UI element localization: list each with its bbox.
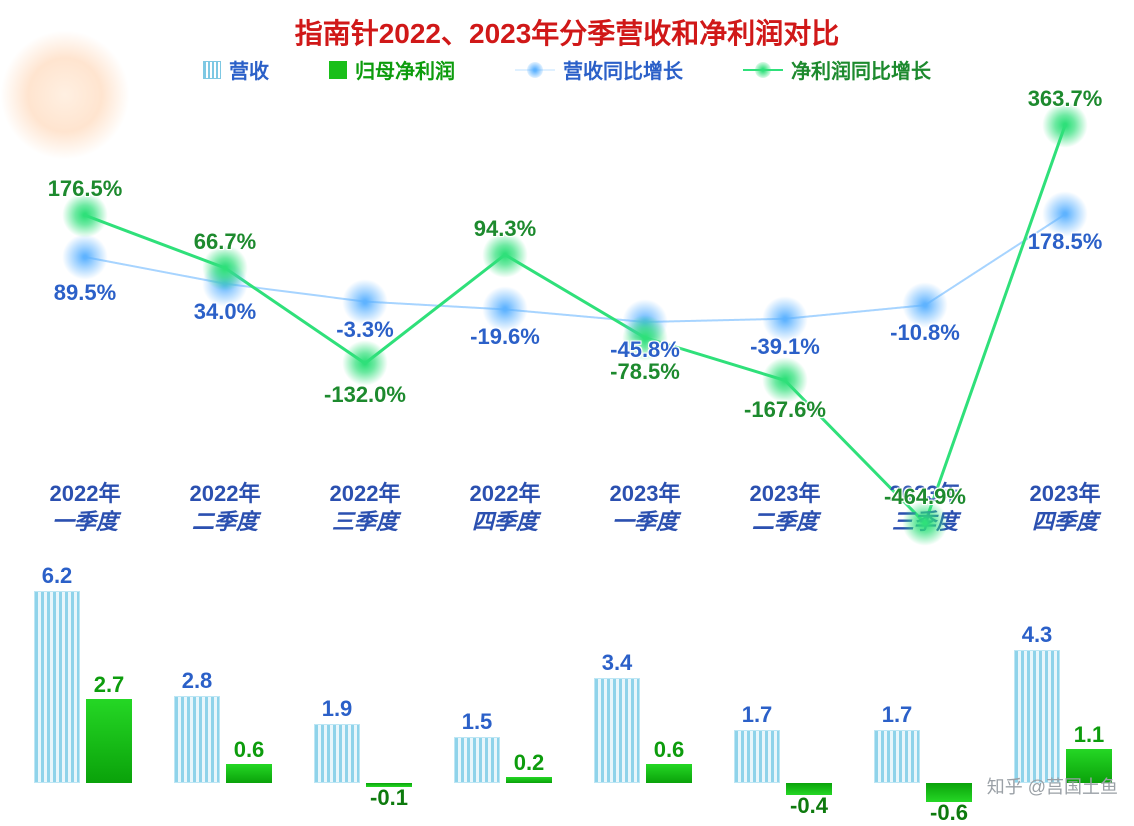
- dot-rev-yoy: [62, 234, 108, 280]
- bar-profit-label: 0.6: [219, 737, 279, 763]
- bar-revenue-label: 1.7: [727, 702, 787, 728]
- bar-revenue-label: 1.5: [447, 709, 507, 735]
- legend-revenue: 营收: [203, 55, 269, 84]
- plot-area: 2022年一季度2022年二季度2022年三季度2022年四季度2023年一季度…: [0, 100, 1134, 813]
- legend-revenue-swatch: [203, 61, 221, 79]
- legend-revenue-label: 营收: [229, 55, 269, 84]
- bar-revenue: [454, 737, 500, 784]
- legend-profit-swatch: [329, 61, 347, 79]
- pct-rev-yoy: 34.0%: [194, 299, 256, 325]
- bar-revenue: [314, 724, 360, 783]
- bar-group: 6.2 2.7: [30, 563, 140, 813]
- line-layer: [0, 100, 1134, 530]
- bar-revenue: [174, 696, 220, 783]
- pct-prof-yoy: -167.6%: [744, 397, 826, 423]
- bar-revenue-label: 4.3: [1007, 622, 1067, 648]
- legend-profit-label: 归母净利润: [355, 55, 455, 84]
- category-label: 2023年二季度: [715, 480, 855, 535]
- bar-group: 3.4 0.6: [590, 563, 700, 813]
- bar-group: 2.8 0.6: [170, 563, 280, 813]
- pct-prof-yoy: -132.0%: [324, 382, 406, 408]
- bar-group: 1.7-0.4: [730, 563, 840, 813]
- bar-profit: [86, 699, 132, 783]
- bar-revenue-label: 3.4: [587, 650, 647, 676]
- pct-rev-yoy: 178.5%: [1028, 229, 1103, 255]
- category-label: 2022年三季度: [295, 480, 435, 535]
- watermark-text: 知乎 @莒国土鱼: [987, 773, 1118, 799]
- category-label: 2022年一季度: [15, 480, 155, 535]
- legend-prof-yoy: 净利润同比增长: [743, 55, 931, 84]
- bar-group: 1.7-0.6: [870, 563, 980, 813]
- pct-rev-yoy: -3.3%: [336, 317, 393, 343]
- pct-prof-yoy: 363.7%: [1028, 86, 1103, 112]
- bar-revenue: [874, 730, 920, 783]
- bar-revenue: [594, 678, 640, 783]
- legend-rev-yoy-icon: [515, 63, 555, 77]
- pct-prof-yoy: 66.7%: [194, 229, 256, 255]
- legend-rev-yoy: 营收同比增长: [515, 55, 683, 84]
- legend-prof-yoy-label: 净利润同比增长: [791, 55, 931, 84]
- category-label: 2022年四季度: [435, 480, 575, 535]
- bar-profit: [646, 764, 692, 783]
- bar-revenue-label: 6.2: [27, 563, 87, 589]
- bar-profit-label: -0.1: [359, 785, 419, 811]
- bar-group: 1.5 0.2: [450, 563, 560, 813]
- bar-revenue: [734, 730, 780, 783]
- legend-profit: 归母净利润: [329, 55, 455, 84]
- category-label: 2022年二季度: [155, 480, 295, 535]
- dot-prof-yoy: [342, 340, 388, 386]
- bar-profit: [226, 764, 272, 783]
- category-label: 2023年四季度: [995, 480, 1134, 535]
- bar-revenue: [34, 591, 80, 783]
- bar-profit: [506, 777, 552, 783]
- legend-prof-yoy-icon: [743, 63, 783, 77]
- pct-prof-yoy: 94.3%: [474, 216, 536, 242]
- chart-title: 指南针2022、2023年分季营收和净利润对比: [0, 12, 1134, 52]
- bar-group: 1.9 -0.1: [310, 563, 420, 813]
- legend: 营收 归母净利润 营收同比增长 净利润同比增长: [0, 55, 1134, 84]
- bar-profit-label: 0.6: [639, 737, 699, 763]
- bar-revenue-label: 1.9: [307, 696, 367, 722]
- pct-rev-yoy: 89.5%: [54, 280, 116, 306]
- bar-profit-label: 1.1: [1059, 722, 1119, 748]
- bar-revenue-label: 2.8: [167, 668, 227, 694]
- pct-prof-yoy: -464.9%: [884, 484, 966, 510]
- legend-rev-yoy-label: 营收同比增长: [563, 55, 683, 84]
- pct-prof-yoy: -78.5%: [610, 359, 680, 385]
- bar-profit-label: -0.4: [779, 793, 839, 819]
- pct-rev-yoy: -19.6%: [470, 324, 540, 350]
- bar-revenue-label: 1.7: [867, 702, 927, 728]
- bar-revenue: [1014, 650, 1060, 783]
- pct-rev-yoy: -39.1%: [750, 334, 820, 360]
- pct-prof-yoy: 176.5%: [48, 176, 123, 202]
- category-label: 2023年一季度: [575, 480, 715, 535]
- bar-profit-label: 0.2: [499, 750, 559, 776]
- bar-profit-label: 2.7: [79, 672, 139, 698]
- pct-rev-yoy: -10.8%: [890, 320, 960, 346]
